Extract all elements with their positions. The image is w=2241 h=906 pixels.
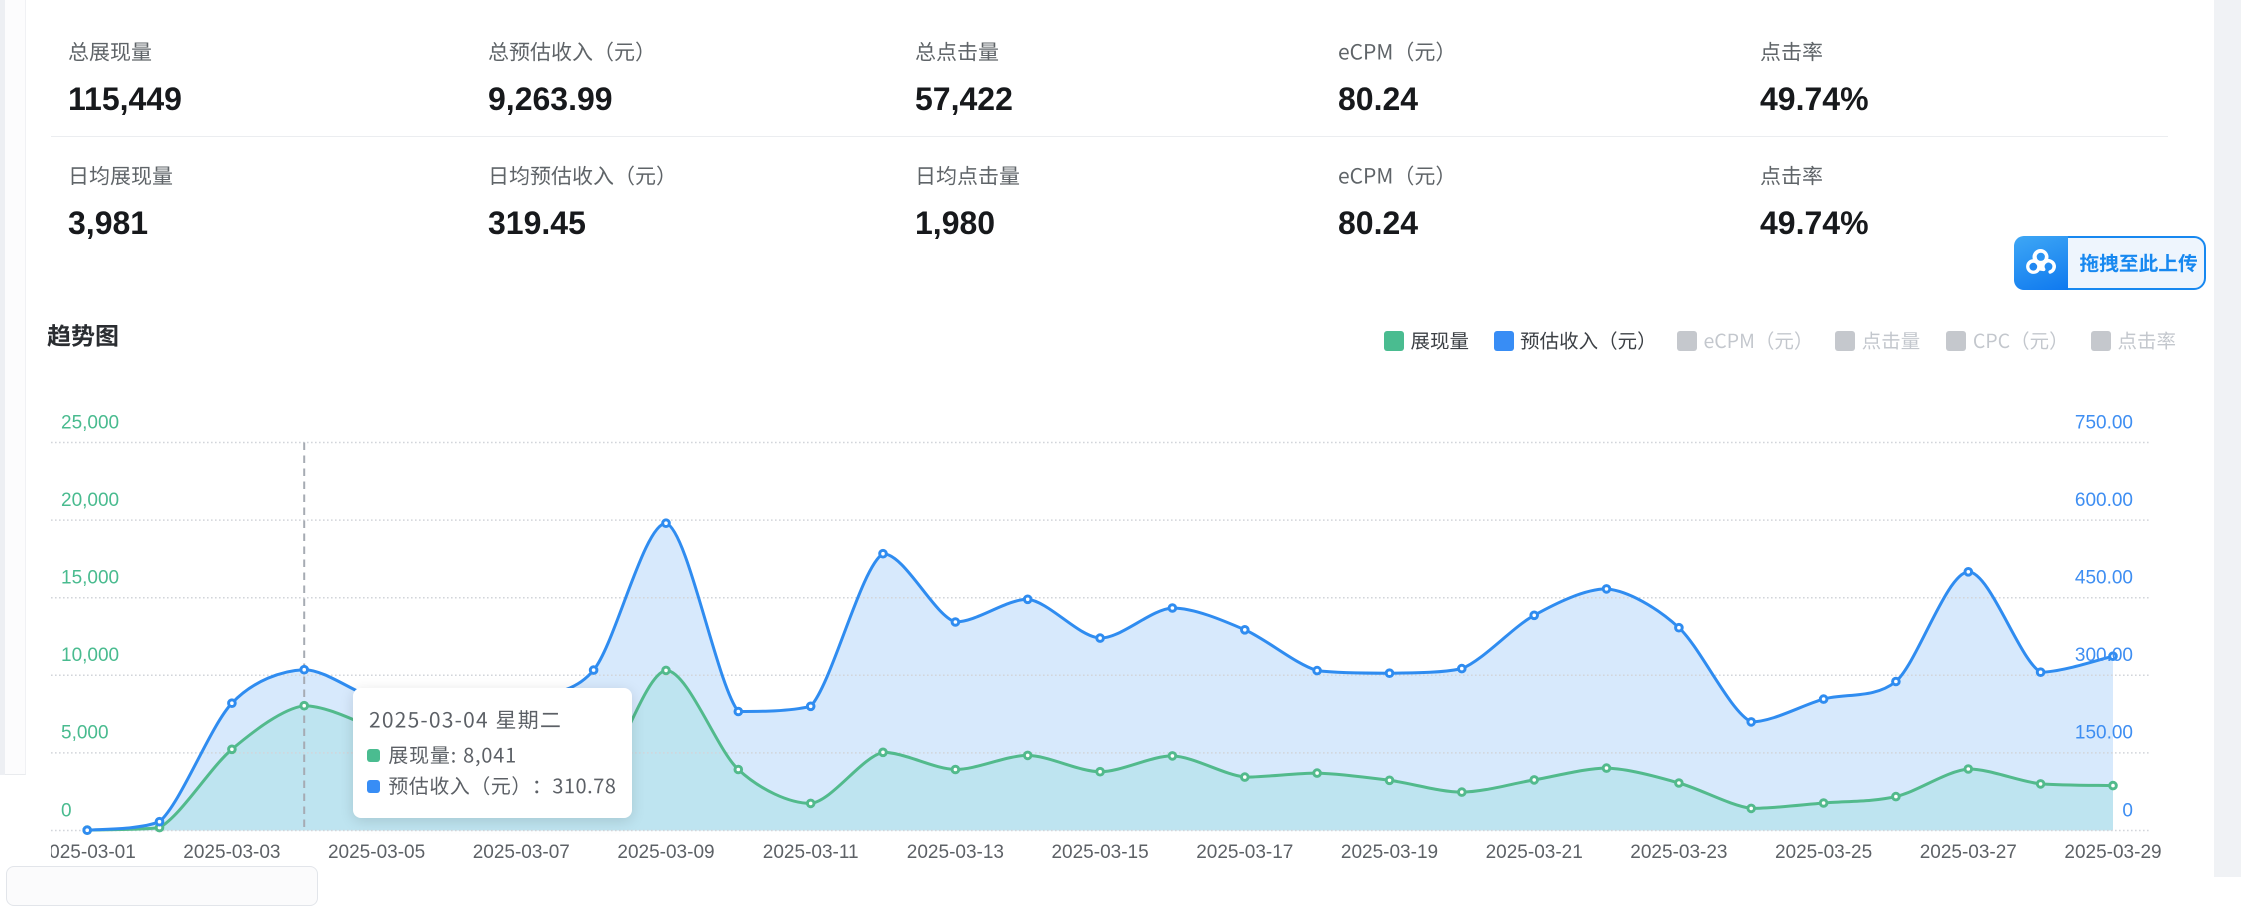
svg-text:2025-03-29: 2025-03-29 bbox=[2064, 842, 2161, 863]
svg-text:2025-03-07: 2025-03-07 bbox=[473, 842, 570, 863]
svg-text:15,000: 15,000 bbox=[61, 568, 119, 589]
svg-text:2025-03-21: 2025-03-21 bbox=[1486, 842, 1583, 863]
svg-text:20,000: 20,000 bbox=[61, 490, 119, 511]
svg-text:2025-03-15: 2025-03-15 bbox=[1051, 842, 1148, 863]
svg-text:2025-03-03: 2025-03-03 bbox=[183, 842, 280, 863]
svg-text:450.00: 450.00 bbox=[2075, 568, 2133, 589]
svg-text:2025-03-25: 2025-03-25 bbox=[1775, 842, 1872, 863]
svg-text:600.00: 600.00 bbox=[2075, 490, 2133, 511]
svg-text:0: 0 bbox=[2122, 800, 2133, 821]
svg-text:2025-03-11: 2025-03-11 bbox=[763, 842, 859, 863]
svg-text:2025-03-23: 2025-03-23 bbox=[1630, 842, 1727, 863]
svg-text:5,000: 5,000 bbox=[61, 723, 109, 744]
svg-text:25,000: 25,000 bbox=[61, 412, 119, 433]
svg-text:2025-03-17: 2025-03-17 bbox=[1196, 842, 1293, 863]
svg-text:2025-03-19: 2025-03-19 bbox=[1341, 842, 1438, 863]
svg-text:2025-03-13: 2025-03-13 bbox=[907, 842, 1004, 863]
svg-text:2025-03-09: 2025-03-09 bbox=[617, 842, 714, 863]
svg-text:0: 0 bbox=[61, 800, 72, 821]
svg-text:300.00: 300.00 bbox=[2075, 645, 2133, 666]
svg-text:750.00: 750.00 bbox=[2075, 412, 2133, 433]
svg-text:150.00: 150.00 bbox=[2075, 723, 2133, 744]
svg-text:2025-03-27: 2025-03-27 bbox=[1920, 842, 2017, 863]
svg-text:10,000: 10,000 bbox=[61, 645, 119, 666]
svg-text:2025-03-05: 2025-03-05 bbox=[328, 842, 425, 863]
svg-text:2025-03-01: 2025-03-01 bbox=[51, 842, 136, 863]
